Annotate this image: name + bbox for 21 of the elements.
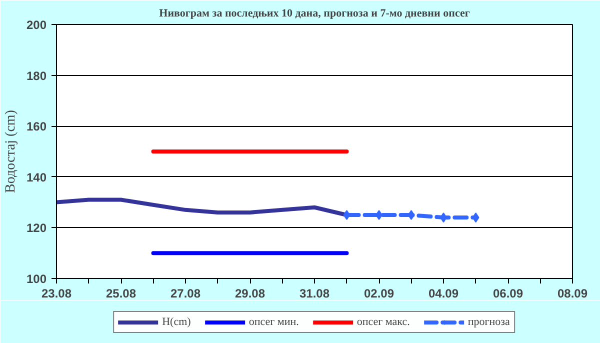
y-tick-label: 180 <box>26 68 47 83</box>
x-tick-label: 06.09 <box>492 286 524 300</box>
y-tick-label: 140 <box>26 170 47 184</box>
x-tick-label: 29.08 <box>234 286 266 300</box>
y-axis-title: Водостај (cm) <box>3 110 18 193</box>
x-tick-label: 25.08 <box>106 286 136 300</box>
y-tick-label: 160 <box>26 120 47 134</box>
legend-label: опсег мин. <box>248 316 299 328</box>
x-tick-label: 31.08 <box>299 286 330 300</box>
y-tick-label: 200 <box>26 18 47 32</box>
legend-label: H(cm) <box>162 316 191 328</box>
x-tick-label: 23.08 <box>41 286 72 300</box>
legend-label: опсег макс. <box>356 316 410 328</box>
x-tick-label: 02.09 <box>364 286 394 300</box>
chart-title: Нивограм за последњих 10 дана, прогноза и 7-мо дневни опсег <box>159 8 470 20</box>
x-tick-label: 04.09 <box>428 286 459 300</box>
x-tick-label: 27.08 <box>170 286 201 300</box>
x-tick-label: 08.09 <box>557 286 588 300</box>
legend-label: прогноза <box>468 316 510 328</box>
y-tick-label: 120 <box>26 221 47 236</box>
y-tick-label: 100 <box>26 272 47 286</box>
